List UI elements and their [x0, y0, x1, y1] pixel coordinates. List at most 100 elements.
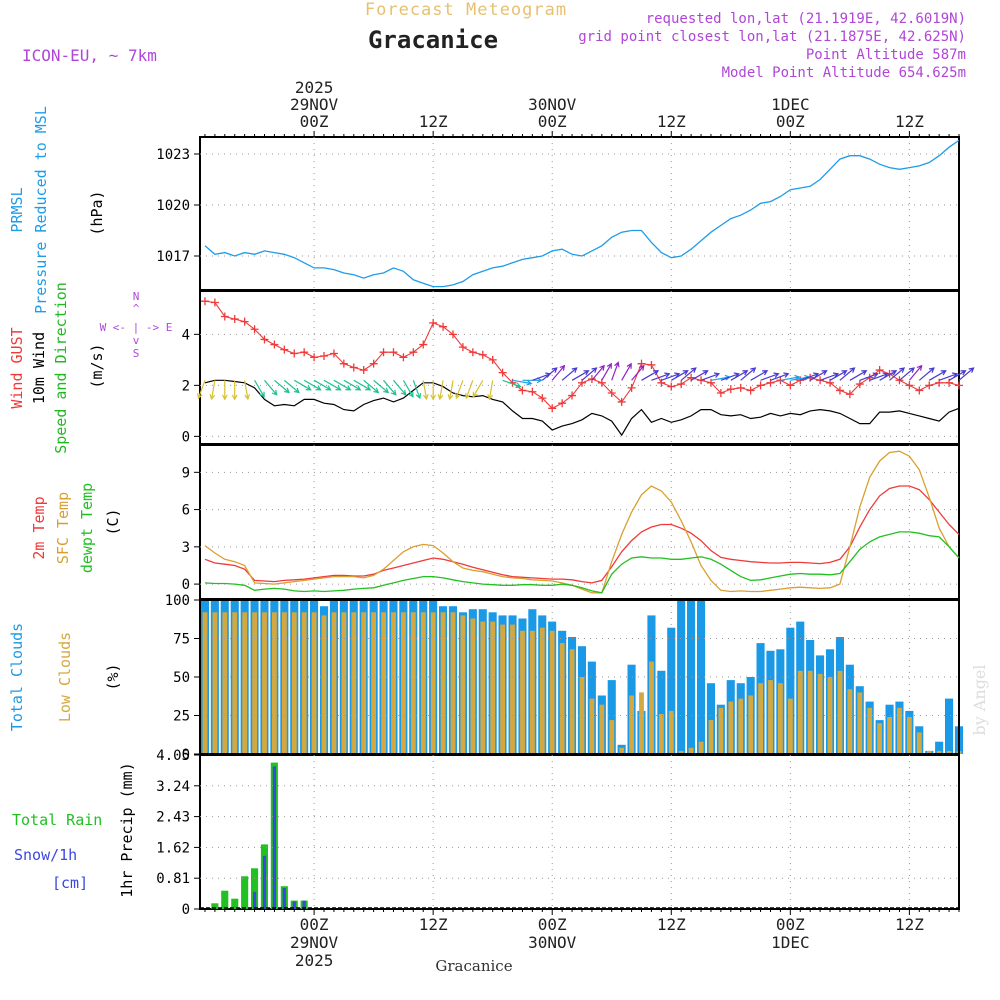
wind-direction-arrow	[928, 370, 947, 381]
wind-direction-arrow	[869, 372, 889, 381]
wind-direction-arrow	[839, 367, 856, 381]
gust-marker	[270, 340, 279, 349]
y-tick-label: 2.43	[156, 810, 190, 826]
y-tick-label: 25	[173, 709, 190, 725]
gust-marker	[349, 363, 358, 372]
low-clouds-bar	[847, 689, 853, 754]
low-clouds-bar	[500, 624, 505, 754]
requested-coords: requested lon,lat (21.1919E, 42.6019N)	[646, 11, 966, 27]
panels-layer: 1017102010230240369025507510000.811.622.…	[156, 136, 975, 918]
gust-marker	[855, 380, 864, 389]
time-label-bottom: 00Z	[538, 915, 567, 934]
gust-marker	[726, 385, 735, 394]
gust-marker	[230, 315, 239, 324]
gust-marker	[419, 340, 428, 349]
low-clouds-bar	[212, 612, 218, 754]
time-label-bottom: 1DEC	[771, 933, 810, 952]
wind-direction-arrow	[455, 380, 464, 400]
low-clouds-bar	[718, 707, 724, 754]
low-clouds-bar	[490, 621, 496, 754]
wind-direction-arrow	[908, 364, 923, 381]
wind-direction-arrow	[303, 379, 322, 391]
wind-direction-arrow	[809, 370, 828, 381]
gridpoint-coords: grid point closest lon,lat (21.1875E, 42…	[578, 29, 966, 45]
low-clouds-bar	[440, 612, 446, 754]
y-tick-label: 0	[182, 429, 190, 445]
legend-total-clouds: Total Clouds	[8, 623, 26, 731]
y-tick-label: 0	[182, 577, 190, 593]
gust-marker	[210, 298, 219, 307]
low-clouds-bar	[768, 680, 773, 754]
wind-direction-arrow	[859, 372, 879, 381]
gust-marker	[518, 386, 527, 395]
wind-direction-arrow	[363, 379, 380, 394]
wind-direction-arrow	[651, 372, 671, 381]
wind-direction-arrow	[333, 379, 352, 391]
gust-marker	[548, 404, 557, 413]
time-label-top: 00Z	[538, 112, 567, 131]
wind-direction-arrow	[437, 380, 444, 401]
low-clouds-bar	[420, 612, 426, 754]
legend-2m-temp: 2m Temp	[30, 496, 48, 559]
low-clouds-bar	[232, 612, 238, 754]
gust-marker	[538, 394, 547, 403]
legend-10m-wind: 10m Wind	[30, 332, 48, 404]
unit-celsius: (C)	[104, 508, 122, 535]
temp-sfc-line	[204, 450, 960, 594]
y-tick-label: 2	[182, 378, 190, 394]
total-clouds-bar	[677, 600, 686, 754]
gust-marker	[200, 297, 209, 306]
gust-marker	[329, 349, 338, 358]
snow-bar	[262, 855, 267, 909]
low-clouds-bar	[341, 612, 347, 754]
gust-marker	[468, 348, 477, 357]
model-label: ICON-EU, ~ 7km	[22, 46, 157, 65]
y-tick-label: 0	[182, 902, 190, 918]
wind-direction-arrow	[819, 372, 840, 381]
gust-marker	[558, 399, 567, 408]
compass-ns-line-bottom: v	[133, 334, 140, 347]
wind-direction-arrow	[631, 364, 645, 381]
legend-snow-unit: [cm]	[52, 874, 88, 892]
low-clouds-bar	[351, 612, 357, 754]
compass-west-east: W <- | -> E	[100, 321, 173, 334]
low-clouds-bar	[748, 695, 754, 754]
gust-marker	[925, 381, 934, 390]
snow-bar	[292, 901, 296, 909]
low-clouds-bar	[728, 701, 734, 754]
gust-marker	[399, 353, 408, 362]
snow-bar	[253, 891, 257, 909]
wind-direction-arrow	[760, 372, 780, 381]
gust-marker	[915, 386, 924, 395]
gust-marker	[449, 330, 457, 339]
gust-marker	[300, 348, 309, 357]
low-clouds-bar	[272, 612, 277, 754]
total-clouds-bar	[687, 600, 696, 754]
wind-direction-arrow	[264, 379, 278, 396]
gust-marker	[736, 383, 745, 392]
gust-marker	[310, 353, 319, 362]
low-clouds-bar	[639, 692, 644, 754]
low-clouds-bar	[391, 612, 396, 754]
gust-marker	[220, 312, 229, 321]
legend-sfc-temp: SFC Temp	[54, 492, 72, 564]
wind-direction-arrow	[700, 372, 721, 381]
unit-hpa: (hPa)	[88, 190, 106, 235]
wind-direction-arrow	[313, 379, 332, 391]
low-clouds-bar	[450, 612, 456, 754]
wind-direction-arrow	[244, 380, 251, 401]
wind-direction-arrow	[601, 362, 612, 381]
gust-marker	[429, 318, 438, 327]
gust-marker	[240, 317, 249, 326]
low-clouds-bar	[857, 692, 863, 754]
wind-direction-arrow	[323, 379, 342, 391]
time-label-bottom: 12Z	[419, 915, 448, 934]
low-clouds-bar	[946, 750, 952, 754]
wind-direction-arrow	[293, 379, 312, 391]
compass-north: N	[133, 290, 140, 303]
rain-bar	[241, 876, 249, 909]
low-clouds-bar	[807, 670, 813, 754]
gust-marker	[488, 355, 497, 364]
time-label-bottom: 30NOV	[528, 933, 577, 952]
y-tick-label: 0	[182, 747, 190, 763]
